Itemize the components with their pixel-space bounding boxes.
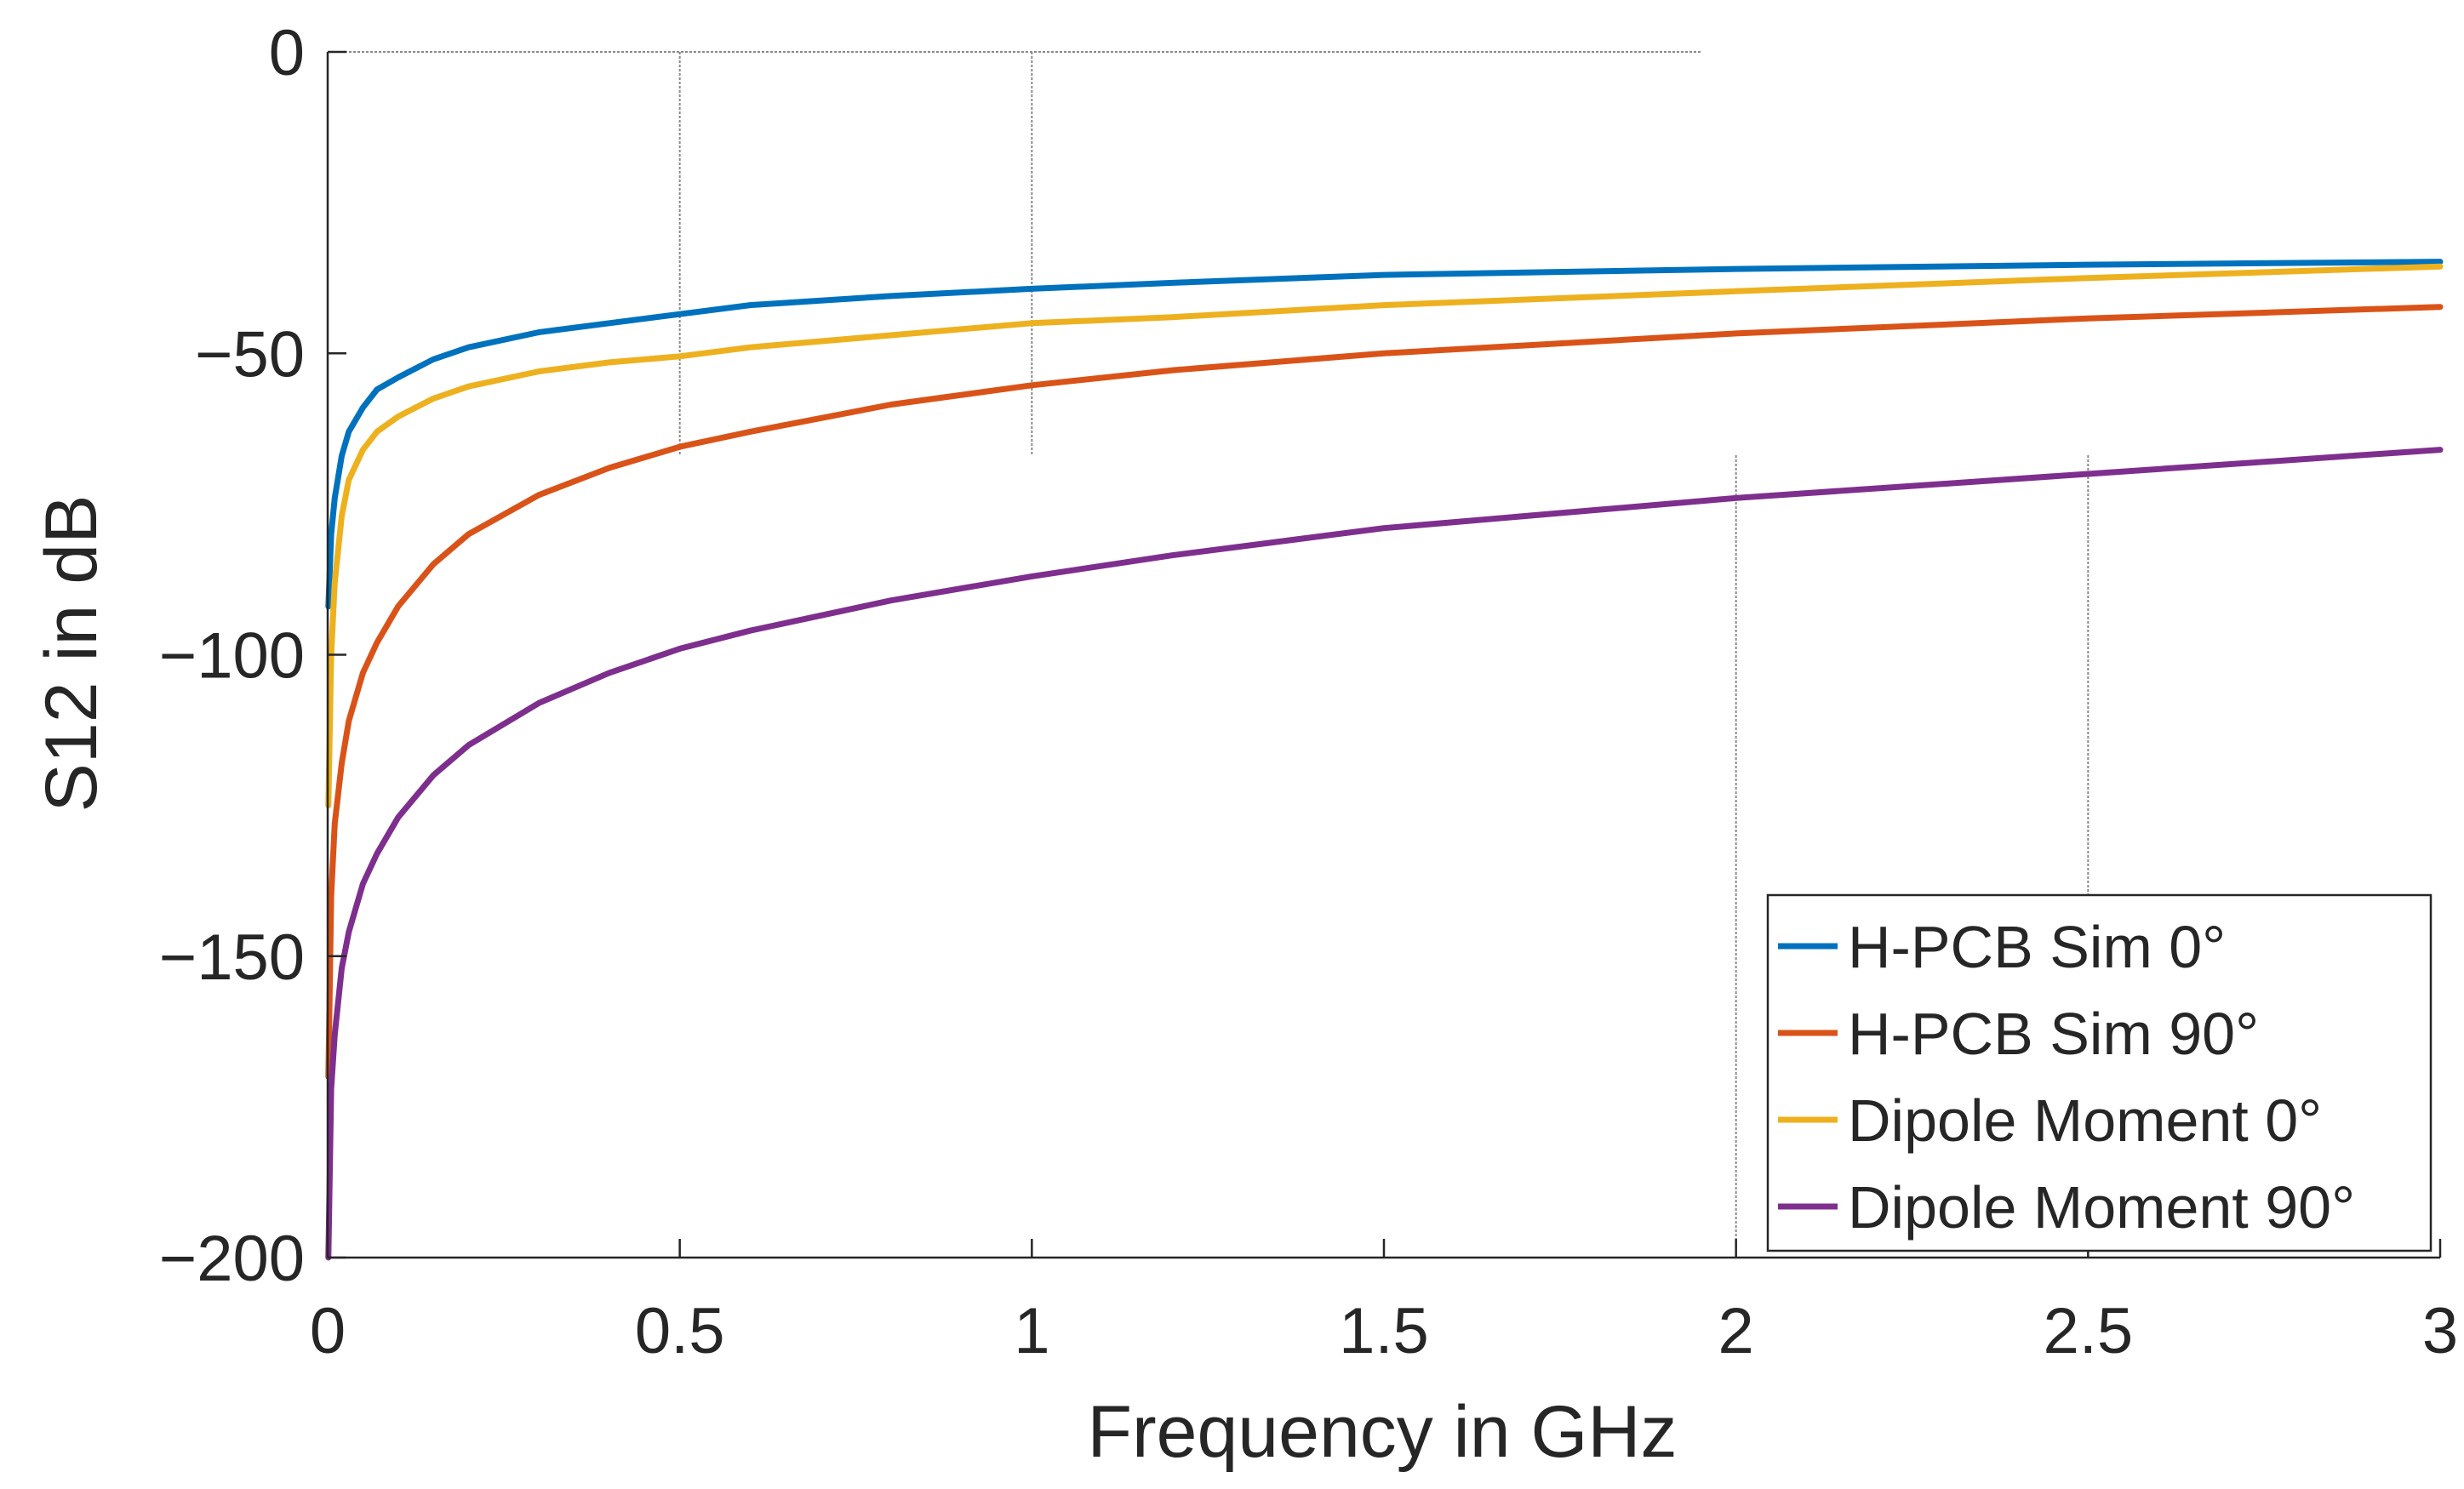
- series-line-2: [325, 263, 2444, 809]
- series-line-0: [325, 259, 2444, 610]
- axes: [326, 50, 2442, 1259]
- tick-labels: 0 0.5 1 1.5 2 2.5 3 0 −50 −100 −150 −200: [159, 17, 2458, 1367]
- legend[interactable]: H-PCB Sim 0° H-PCB Sim 90° Dipole Moment 0…: [1766, 893, 2433, 1252]
- x-tick-label: 0: [310, 1295, 346, 1367]
- y-axis-label: S12 in dB: [31, 495, 112, 813]
- series-line-1: [325, 304, 2444, 1080]
- x-tick-label: 1: [1014, 1295, 1049, 1367]
- x-axis-label: Frequency in GHz: [1087, 1391, 1677, 1473]
- y-tick-label: −200: [159, 1223, 305, 1295]
- legend-label-0: H-PCB Sim 0°: [1848, 914, 2226, 980]
- legend-box: [1766, 893, 2433, 1252]
- x-tick-label: 2.5: [2044, 1295, 2134, 1367]
- x-tick-label: 2: [1718, 1295, 1754, 1367]
- plot-lines: [325, 259, 2444, 1261]
- x-tick-label: 3: [2422, 1295, 2458, 1367]
- y-tick-label: −150: [159, 921, 305, 994]
- legend-label-2: Dipole Moment 0°: [1848, 1087, 2322, 1154]
- y-tick-label: −50: [195, 318, 305, 391]
- legend-label-3: Dipole Moment 90°: [1848, 1174, 2355, 1241]
- legend-label-1: H-PCB Sim 90°: [1848, 1001, 2259, 1067]
- x-tick-label: 1.5: [1339, 1295, 1429, 1367]
- y-tick-label: −100: [159, 620, 305, 693]
- y-tick-label: 0: [269, 17, 305, 89]
- x-tick-label: 0.5: [635, 1295, 725, 1367]
